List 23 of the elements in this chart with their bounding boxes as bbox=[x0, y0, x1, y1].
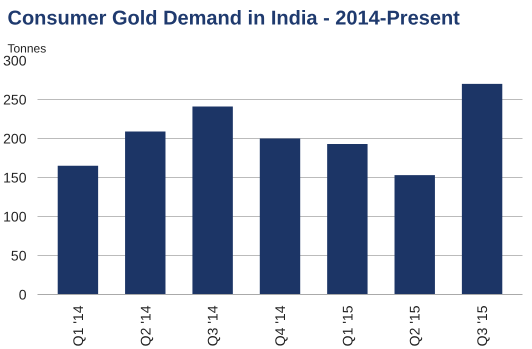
y-tick-label: 150 bbox=[3, 170, 27, 186]
x-tick-label: Q1 '15 bbox=[339, 305, 356, 346]
x-tick-label: Q2 '14 bbox=[137, 305, 154, 346]
x-tick-label: Q3 '15 bbox=[474, 305, 490, 346]
bar bbox=[260, 138, 300, 294]
x-tick-label: Q2 '15 bbox=[406, 305, 423, 346]
x-tick-label: Q1 '14 bbox=[70, 305, 86, 346]
bar bbox=[58, 166, 98, 294]
y-tick-label: 300 bbox=[3, 52, 27, 68]
y-tick-label: 50 bbox=[10, 248, 27, 264]
y-tick-label: 250 bbox=[3, 92, 27, 108]
x-tick-label: Q3 '14 bbox=[204, 305, 221, 346]
x-tick-label: Q4 '14 bbox=[272, 305, 288, 346]
y-tick-label: 0 bbox=[18, 286, 27, 302]
y-axis-title: Tonnes bbox=[8, 42, 46, 56]
bar bbox=[327, 144, 368, 294]
bar bbox=[394, 175, 435, 294]
chart-title: Consumer Gold Demand in India - 2014-Present bbox=[8, 8, 460, 30]
bar bbox=[125, 131, 166, 294]
y-tick-label: 200 bbox=[3, 130, 27, 146]
y-tick-label: 100 bbox=[3, 208, 27, 224]
bar bbox=[192, 106, 233, 294]
bar bbox=[462, 84, 502, 294]
